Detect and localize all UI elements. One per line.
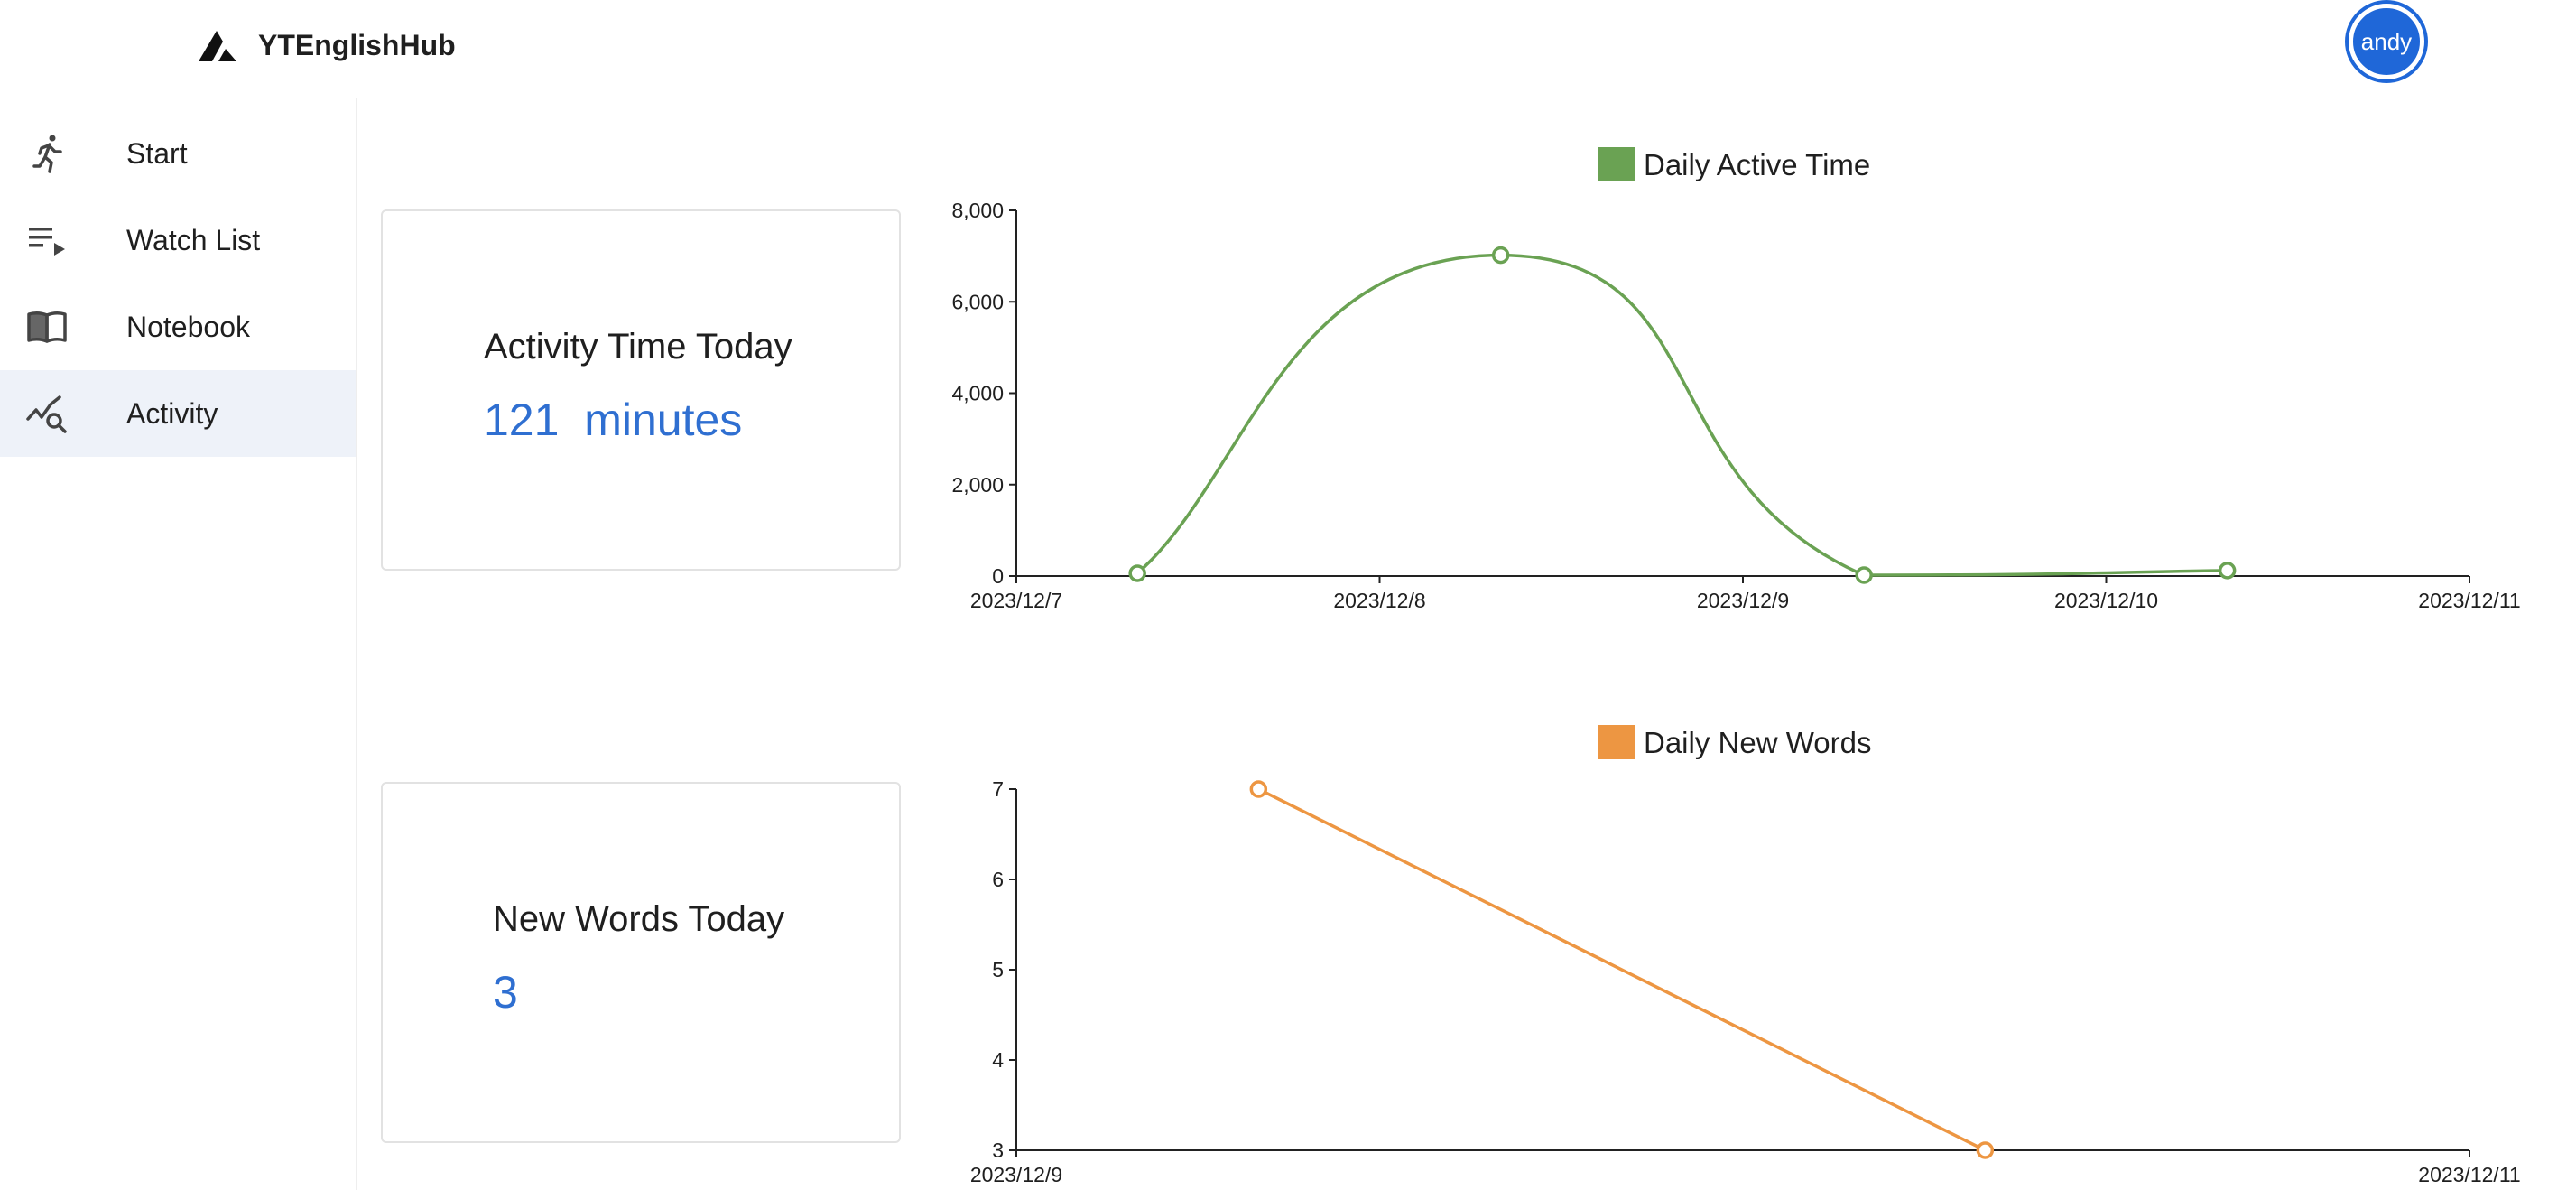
data-point [2218,562,2237,580]
activity-time-number: 121 [484,395,560,445]
activity-time-unit: minutes [584,395,743,445]
playlist-play-icon [23,217,70,264]
y-tick-label: 4,000 [951,382,1004,405]
y-tick-label: 7 [992,777,1004,801]
y-tick-label: 0 [992,564,1004,588]
sidebar-item-activity[interactable]: Activity [0,370,356,457]
activity-time-title: Activity Time Today [484,327,792,367]
open-book-icon [23,303,70,350]
daily-new-words-chart: Daily New Words 3 4 5 6 7 2023/12/9 2023/12/11 [970,725,2521,1186]
series-line [1257,787,1987,1152]
sidebar-nav: Start Watch List Notebook Activity [0,98,357,1190]
sidebar-item-watch-list[interactable]: Watch List [0,197,356,284]
sidebar-item-label: Notebook [126,310,250,343]
x-tick-label: 2023/12/9 [1697,589,1789,612]
chart-search-icon [23,390,70,437]
app-logo[interactable]: YTEnglishHub [197,18,456,72]
x-tick-label: 2023/12/11 [2418,1163,2520,1186]
data-point [1855,566,1873,584]
y-tick-label: 3 [992,1139,1004,1162]
y-tick-label: 8,000 [951,199,1004,222]
sidebar-item-start[interactable]: Start [0,110,356,197]
logo-icon [199,31,236,61]
y-tick-label: 6,000 [951,290,1004,313]
x-tick-label: 2023/12/11 [2418,589,2520,612]
y-tick-label: 2,000 [951,473,1004,497]
new-words-card: New Words Today 3 [381,782,901,1143]
x-tick-label: 2023/12/9 [970,1163,1062,1186]
top-header: YTEnglishHub andy [0,0,2576,98]
x-tick-label: 2023/12/8 [1333,589,1425,612]
sidebar-item-label: Activity [126,396,218,430]
x-tick-label: 2023/12/7 [970,589,1062,612]
data-point [1976,1141,1995,1159]
data-point [1128,564,1146,582]
new-words-title: New Words Today [493,899,785,939]
data-point [1249,780,1268,798]
series-line [1136,253,2228,577]
user-avatar[interactable]: andy [2349,4,2424,79]
x-tick-label: 2023/12/10 [2054,589,2158,612]
legend-swatch [1598,725,1635,759]
y-tick-label: 6 [992,868,1004,891]
sidebar-item-notebook[interactable]: Notebook [0,284,356,370]
legend-label: Daily New Words [1644,726,1871,759]
app-name: YTEnglishHub [258,28,456,61]
running-person-icon [23,130,70,177]
y-tick-label: 4 [992,1048,1004,1072]
data-point [1491,246,1510,265]
legend-swatch [1598,147,1635,181]
new-words-value: 3 [493,967,518,1018]
y-tick-label: 5 [992,958,1004,981]
activity-time-value: 121 minutes [484,394,742,446]
daily-active-time-chart: Daily Active Time 0 2,000 4,000 6,000 8,000 20… [951,147,2521,612]
activity-time-card: Activity Time Today 121 minutes [381,209,901,571]
sidebar-item-label: Watch List [126,223,261,256]
sidebar-item-label: Start [126,136,188,170]
legend-label: Daily Active Time [1644,148,1870,181]
